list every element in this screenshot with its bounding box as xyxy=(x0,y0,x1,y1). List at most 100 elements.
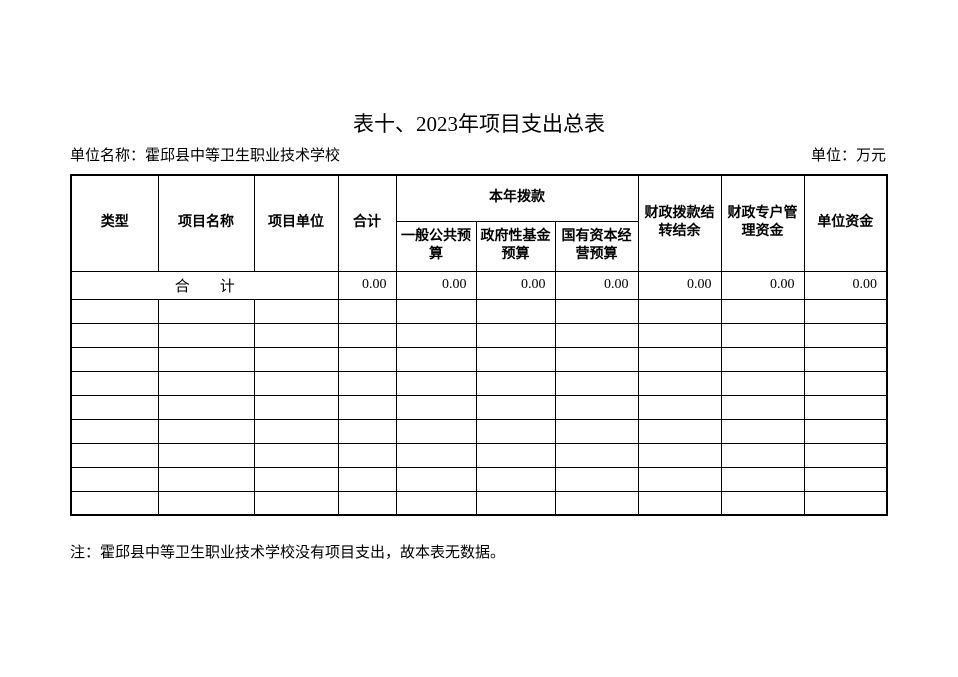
empty-cell xyxy=(475,346,556,372)
empty-table-row xyxy=(70,298,888,324)
empty-cell xyxy=(253,298,339,324)
empty-cell xyxy=(554,418,639,444)
empty-table-row xyxy=(70,490,888,516)
empty-cell xyxy=(337,322,397,348)
empty-cell xyxy=(554,394,639,420)
total-row: 合 计 0.00 0.00 0.00 0.00 0.00 0.00 0.00 xyxy=(70,270,888,300)
empty-cell xyxy=(803,442,888,468)
empty-cell xyxy=(720,418,805,444)
empty-cell xyxy=(157,394,255,420)
empty-cell xyxy=(157,466,255,492)
empty-cell xyxy=(157,418,255,444)
header-total: 合计 xyxy=(337,174,397,272)
total-row-value: 0.00 xyxy=(395,270,477,300)
empty-cell xyxy=(554,466,639,492)
header-unit-funds: 单位资金 xyxy=(803,174,888,272)
empty-cell xyxy=(337,394,397,420)
empty-cell xyxy=(337,490,397,516)
empty-cell xyxy=(637,394,722,420)
empty-cell xyxy=(395,394,477,420)
empty-cell xyxy=(395,370,477,396)
empty-cell xyxy=(720,370,805,396)
empty-cell xyxy=(475,466,556,492)
empty-table-row xyxy=(70,394,888,420)
empty-table-row xyxy=(70,466,888,492)
empty-cell xyxy=(70,466,159,492)
empty-cell xyxy=(637,418,722,444)
header-general-public-budget: 一般公共预 算 xyxy=(395,220,477,272)
header-project-unit: 项目单位 xyxy=(253,174,339,272)
empty-cell xyxy=(803,466,888,492)
empty-cell xyxy=(475,322,556,348)
unit-of-measure-label: 单位：万元 xyxy=(810,148,886,164)
empty-cell xyxy=(337,298,397,324)
empty-cell xyxy=(554,346,639,372)
empty-cell xyxy=(70,370,159,396)
empty-cell xyxy=(475,370,556,396)
empty-cell xyxy=(253,466,339,492)
empty-cell xyxy=(70,394,159,420)
empty-cell xyxy=(720,322,805,348)
empty-cell xyxy=(253,322,339,348)
empty-cell xyxy=(395,466,477,492)
empty-cell xyxy=(554,322,639,348)
header-current-year-appropriation: 本年拨款 xyxy=(395,174,639,222)
empty-cell xyxy=(253,346,339,372)
empty-cell xyxy=(637,466,722,492)
empty-cell xyxy=(637,370,722,396)
empty-table-row xyxy=(70,322,888,348)
empty-cell xyxy=(803,346,888,372)
empty-cell xyxy=(475,394,556,420)
empty-table-row xyxy=(70,346,888,372)
empty-cell xyxy=(157,322,255,348)
empty-cell xyxy=(637,442,722,468)
empty-cell xyxy=(475,418,556,444)
empty-cell xyxy=(337,418,397,444)
empty-cell xyxy=(337,466,397,492)
empty-cell xyxy=(395,490,477,516)
empty-cell xyxy=(395,346,477,372)
empty-cell xyxy=(395,442,477,468)
empty-cell xyxy=(70,418,159,444)
empty-cell xyxy=(720,466,805,492)
empty-cell xyxy=(157,346,255,372)
empty-cell xyxy=(475,490,556,516)
empty-cell xyxy=(337,442,397,468)
header-fiscal-special-account: 财政专户管 理资金 xyxy=(720,174,805,272)
total-row-value: 0.00 xyxy=(554,270,639,300)
empty-cell xyxy=(720,442,805,468)
empty-cell xyxy=(70,442,159,468)
header-project-name: 项目名称 xyxy=(157,174,255,272)
empty-cell xyxy=(253,490,339,516)
empty-cell xyxy=(637,298,722,324)
empty-cell xyxy=(337,346,397,372)
total-row-value: 0.00 xyxy=(803,270,888,300)
empty-table-row xyxy=(70,418,888,444)
empty-cell xyxy=(720,298,805,324)
header-state-capital-budget: 国有资本经 营预算 xyxy=(554,220,639,272)
unit-name-label: 单位名称：霍邱县中等卫生职业技术学校 xyxy=(70,148,341,164)
header-row-1: 类型 项目名称 项目单位 合计 本年拨款 财政拨款结 转结余 财政专户管 理资金… xyxy=(70,174,888,272)
project-expenditure-table: 类型 项目名称 项目单位 合计 本年拨款 财政拨款结 转结余 财政专户管 理资金… xyxy=(70,174,888,516)
empty-cell xyxy=(554,370,639,396)
empty-cell xyxy=(720,394,805,420)
empty-table-row xyxy=(70,442,888,468)
empty-cell xyxy=(395,322,477,348)
empty-cell xyxy=(70,346,159,372)
empty-cell xyxy=(803,418,888,444)
empty-cell xyxy=(70,490,159,516)
empty-cell xyxy=(803,394,888,420)
empty-cell xyxy=(475,442,556,468)
empty-cell xyxy=(637,346,722,372)
empty-cell xyxy=(554,298,639,324)
empty-cell xyxy=(554,442,639,468)
empty-cell xyxy=(803,370,888,396)
empty-cell xyxy=(157,298,255,324)
empty-cell xyxy=(395,418,477,444)
empty-cell xyxy=(157,442,255,468)
empty-cell xyxy=(554,490,639,516)
total-row-value: 0.00 xyxy=(637,270,722,300)
empty-cell xyxy=(720,346,805,372)
empty-cell xyxy=(803,322,888,348)
empty-cell xyxy=(803,298,888,324)
